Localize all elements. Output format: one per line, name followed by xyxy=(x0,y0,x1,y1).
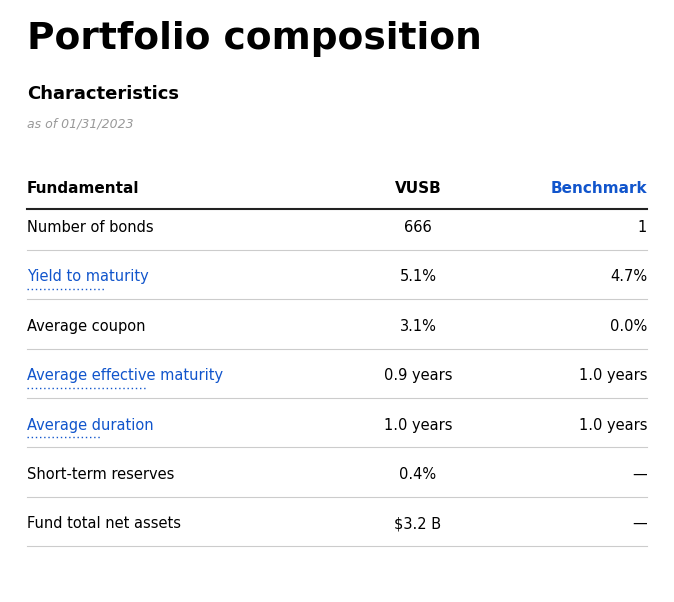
Text: as of 01/31/2023: as of 01/31/2023 xyxy=(27,117,133,131)
Text: Fund total net assets: Fund total net assets xyxy=(27,517,181,531)
Text: Number of bonds: Number of bonds xyxy=(27,220,154,235)
Text: 0.9 years: 0.9 years xyxy=(384,368,452,383)
Text: $3.2 B: $3.2 B xyxy=(394,517,441,531)
Text: 666: 666 xyxy=(404,220,432,235)
Text: VUSB: VUSB xyxy=(394,181,441,196)
Text: 4.7%: 4.7% xyxy=(610,270,647,284)
Text: Portfolio composition: Portfolio composition xyxy=(27,21,482,57)
Text: Yield to maturity: Yield to maturity xyxy=(27,270,149,284)
Text: 1.0 years: 1.0 years xyxy=(578,368,647,383)
Text: Short-term reserves: Short-term reserves xyxy=(27,467,175,482)
Text: Characteristics: Characteristics xyxy=(27,85,179,104)
Text: —: — xyxy=(632,467,647,482)
Text: 1.0 years: 1.0 years xyxy=(578,418,647,432)
Text: Average coupon: Average coupon xyxy=(27,319,146,334)
Text: Fundamental: Fundamental xyxy=(27,181,140,196)
Text: 0.4%: 0.4% xyxy=(399,467,437,482)
Text: 5.1%: 5.1% xyxy=(400,270,436,284)
Text: 1.0 years: 1.0 years xyxy=(384,418,452,432)
Text: Benchmark: Benchmark xyxy=(551,181,647,196)
Text: Average effective maturity: Average effective maturity xyxy=(27,368,223,383)
Text: 1: 1 xyxy=(638,220,647,235)
Text: —: — xyxy=(632,517,647,531)
Text: Average duration: Average duration xyxy=(27,418,154,432)
Text: 0.0%: 0.0% xyxy=(610,319,647,334)
Text: 3.1%: 3.1% xyxy=(400,319,436,334)
